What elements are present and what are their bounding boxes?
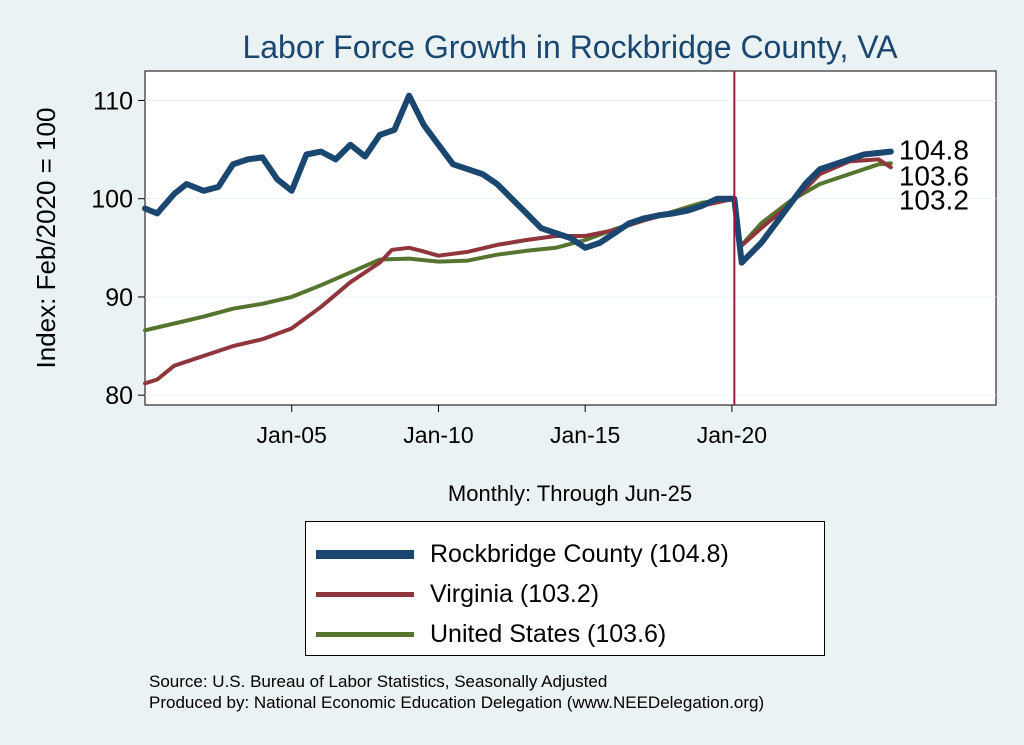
series-line [142, 92, 894, 266]
y-axis: 80 90 100 110 [91, 87, 145, 410]
series-lines [142, 71, 894, 405]
x-tick-label: Jan-15 [550, 422, 620, 448]
legend-label-virginia: Virginia (103.2) [430, 579, 600, 608]
legend-swatch-united-states [316, 631, 414, 637]
end-value-label: 103.6 [899, 161, 969, 192]
end-value-label: 103.2 [899, 185, 969, 216]
legend-item-rockbridge: Rockbridge County (104.8) [316, 534, 729, 574]
y-tick-label: 100 [91, 186, 133, 214]
x-axis-label: Monthly: Through Jun-25 [448, 481, 692, 506]
legend-label-rockbridge: Rockbridge County (104.8) [430, 539, 729, 568]
producer-line: Produced by: National Economic Education… [149, 693, 765, 712]
series-line [143, 161, 893, 333]
legend-swatch-rockbridge [316, 549, 414, 559]
x-tick-label: Jan-10 [403, 422, 473, 448]
x-tick-label: Jan-20 [697, 422, 767, 448]
legend-label-united-states: United States (103.6) [430, 619, 667, 648]
x-tick-label: Jan-05 [257, 422, 327, 448]
source-note: Source: U.S. Bureau of Labor Statistics,… [149, 671, 764, 713]
legend-item-united-states: United States (103.6) [316, 614, 666, 654]
chart-title: Labor Force Growth in Rockbridge County,… [242, 29, 898, 65]
legend: Rockbridge County (104.8) Virginia (103.… [305, 521, 825, 656]
y-axis-label: Index: Feb/2020 = 100 [31, 108, 61, 369]
x-axis: Jan-05 Jan-10 Jan-15 Jan-20 [257, 405, 767, 448]
legend-item-virginia: Virginia (103.2) [316, 574, 599, 614]
end-value-label: 104.8 [899, 135, 969, 166]
y-tick-label: 90 [105, 284, 133, 312]
legend-swatch-virginia [316, 591, 414, 597]
y-tick-label: 80 [105, 382, 133, 410]
source-line: Source: U.S. Bureau of Labor Statistics,… [149, 672, 608, 691]
y-tick-label: 110 [93, 87, 133, 115]
series-line [143, 157, 893, 386]
